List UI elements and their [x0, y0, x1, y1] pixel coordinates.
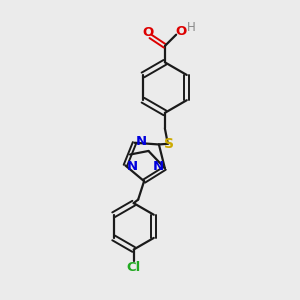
Text: N: N: [126, 160, 137, 173]
Text: O: O: [176, 25, 187, 38]
Text: O: O: [142, 26, 153, 39]
Text: N: N: [136, 135, 147, 148]
Text: N: N: [153, 160, 164, 173]
Text: S: S: [164, 137, 174, 151]
Text: H: H: [187, 21, 195, 34]
Text: Cl: Cl: [127, 261, 141, 274]
